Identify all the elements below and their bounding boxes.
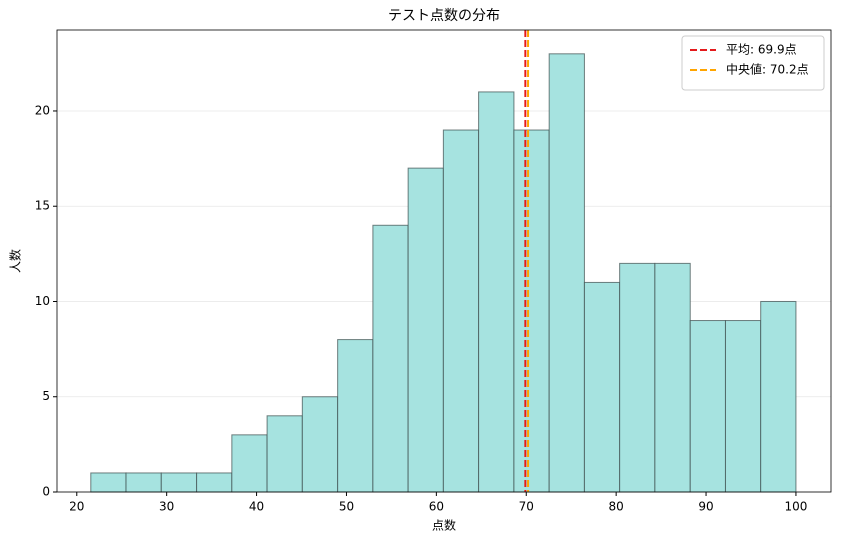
y-tick-label: 5 [42, 389, 50, 403]
bar [513, 129, 550, 493]
y-axis-label: 人数 [8, 249, 23, 273]
y-tick-label: 0 [42, 485, 50, 499]
x-tick-label: 90 [698, 500, 713, 514]
plot-frame [56, 29, 832, 493]
y-tick-label: 10 [35, 294, 50, 308]
legend-label: 中央値: 70.2点 [726, 62, 809, 77]
bar [160, 472, 198, 493]
bar [478, 91, 515, 493]
x-tick-label: 50 [339, 500, 354, 514]
x-tick-label: 100 [784, 500, 807, 514]
y-tick-label: 20 [35, 103, 50, 117]
bar [266, 415, 303, 493]
x-axis-label: 点数 [432, 518, 456, 533]
bar [125, 472, 162, 493]
bar [689, 320, 726, 493]
x-tick-label: 40 [249, 500, 264, 514]
x-tick-label: 20 [69, 500, 84, 514]
bar [724, 320, 762, 493]
x-tick-label: 60 [429, 500, 444, 514]
bar [760, 300, 797, 493]
legend-label: 平均: 69.9点 [726, 43, 797, 57]
bar [372, 224, 409, 493]
y-tick-label: 15 [35, 199, 50, 213]
bar [654, 262, 691, 493]
bar [619, 262, 656, 493]
bar [407, 167, 444, 493]
bar [548, 53, 585, 493]
bar [301, 396, 339, 493]
bar [196, 472, 233, 493]
x-tick-label: 80 [609, 500, 624, 514]
chart-title: テスト点数の分布 [388, 8, 500, 24]
bar [442, 129, 480, 493]
bar [90, 472, 127, 493]
x-tick-label: 70 [519, 500, 534, 514]
bar [231, 434, 268, 493]
x-tick-label: 30 [159, 500, 174, 514]
legend-box [681, 35, 825, 91]
bar [337, 339, 374, 493]
bar [583, 281, 621, 493]
